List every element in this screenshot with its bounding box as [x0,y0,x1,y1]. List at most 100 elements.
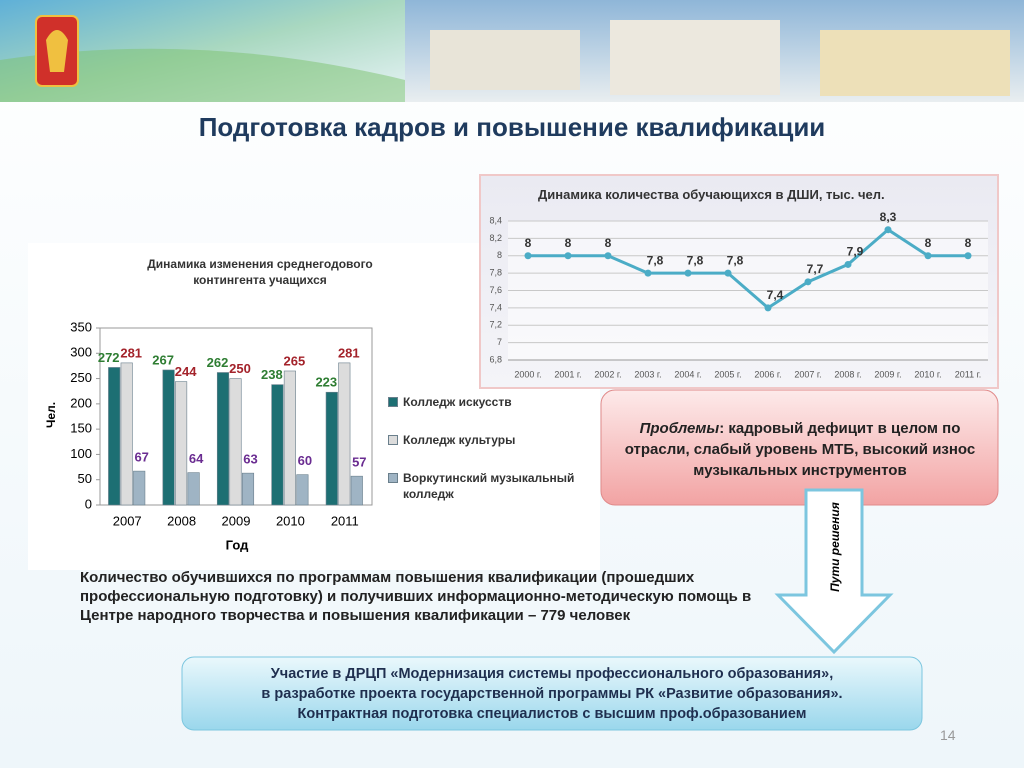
value-label: 8 [605,236,612,250]
x-tick-label: 2000 г. [514,369,541,379]
y-tick-label: 150 [70,421,92,436]
y-tick-label: 7,4 [489,302,502,312]
marker [724,269,732,277]
value-label: 8 [965,236,972,250]
problems-label: Проблемы [639,420,720,437]
value-label: 265 [284,353,306,368]
x-tick-label: 2009 г. [874,369,901,379]
marker [804,278,812,286]
x-tick-label: 2010 [276,513,305,528]
value-label: 7,4 [767,288,784,302]
line [528,227,968,310]
y-tick-label: 300 [70,345,92,360]
y-tick-label: 100 [70,446,92,461]
x-tick-label: 2006 г. [754,369,781,379]
y-tick-label: 50 [78,471,92,486]
y-tick-label: 350 [70,319,92,334]
bar-chart-title: Динамика изменения среднегодового контин… [147,257,373,287]
value-label: 223 [315,375,337,390]
legend-entry: Колледж культуры [388,432,593,448]
bar [120,362,133,506]
y-tick-label: 7 [497,337,502,347]
bar [271,384,284,506]
value-label: 281 [338,345,360,360]
value-label: 267 [152,352,174,367]
legend: Колледж искусств Колледж культуры Воркутин… [388,394,593,524]
x-tick-label: 2003 г. [634,369,661,379]
marker [524,252,532,260]
header-wave [0,48,405,102]
marker [644,269,652,277]
value-label: 60 [298,453,312,468]
bar [187,472,200,506]
problems-body: : кадровый дефицит в целом по отрасли, с… [624,420,976,479]
value-label: 64 [189,451,204,466]
problems-box [600,389,999,506]
page-number: 14 [940,727,956,743]
y-axis-label: Чел. [44,402,58,428]
arrow [774,488,894,655]
photo-building [430,30,580,90]
x-tick-label: 2002 г. [594,369,621,379]
legend-label: Колледж искусств [403,395,512,409]
value-label: 244 [175,364,197,379]
y-tick-label: 7,6 [489,285,502,295]
marker [844,260,852,268]
marker [564,252,572,260]
x-tick-label: 2004 г. [674,369,701,379]
solution-line: Участие в ДРЦП «Модернизация системы про… [270,666,834,682]
y-tick-label: 8 [497,250,502,260]
x-tick-label: 2008 г. [834,369,861,379]
x-tick-label: 2008 [167,513,196,528]
bar [175,381,188,506]
bar [350,475,363,506]
summary-text: Количество обучившихся по программам пов… [80,569,752,624]
x-tick-label: 2009 [222,513,251,528]
legend-swatch [388,435,398,445]
problems-text: Проблемы: кадровый дефицит в целом по от… [612,418,988,481]
x-tick-label: 2007 [113,513,142,528]
value-label: 8 [925,236,932,250]
legend-label: Воркутинский музыкальный колледж [403,471,575,501]
bar [296,474,309,506]
marker [604,252,612,260]
legend-swatch [388,473,398,483]
value-label: 57 [352,455,366,470]
coat-of-arms-bird [46,30,68,72]
arrow-label: Пути решения [828,502,842,592]
value-label: 7,8 [687,253,704,267]
photo-building [820,30,1010,96]
y-tick-label: 7,2 [489,320,502,330]
x-tick-label: 2010 г. [914,369,941,379]
bar [162,369,175,506]
bar [241,472,255,506]
value-label: 67 [134,450,148,465]
value-label: 7,9 [847,245,864,259]
bar [283,370,296,506]
x-tick-label: 2005 г. [714,369,741,379]
bar [325,391,338,506]
slide-title: Подготовка кадров и повышение квалификац… [198,112,826,142]
legend-label: Колледж культуры [403,433,516,447]
bar [216,372,230,506]
value-label: 250 [229,361,251,376]
marker [684,269,692,277]
value-label: 262 [207,355,229,370]
bar [133,470,146,506]
value-label: 7,7 [807,262,824,276]
value-label: 7,8 [727,253,744,267]
marker [764,304,772,312]
photo-building [610,20,780,95]
solution-line: в разработке проекта государственной про… [261,686,843,702]
legend-entry: Колледж искусств [388,394,593,410]
bar [338,362,351,506]
y-tick-label: 200 [70,395,92,410]
solutions-text: Участие в ДРЦП «Модернизация системы про… [182,664,922,724]
y-tick-label: 8,4 [489,215,502,225]
y-tick-label: 0 [85,496,92,511]
value-label: 238 [261,367,283,382]
legend-entry: Воркутинский музыкальный колледж [388,470,593,502]
y-tick-label: 250 [70,370,92,385]
marker [964,252,972,260]
